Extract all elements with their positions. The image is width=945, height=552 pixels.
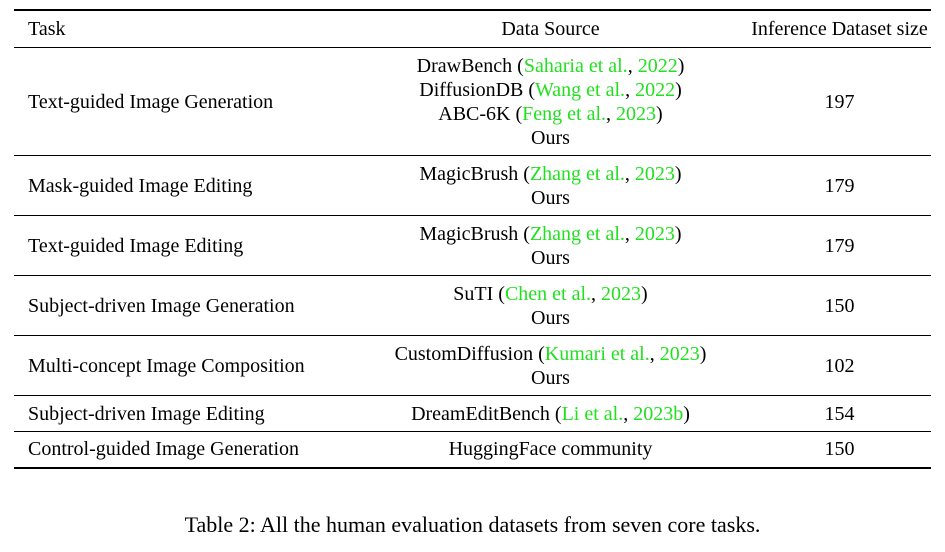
dataset-name: MagicBrush <box>419 162 519 185</box>
dataset-name: DreamEditBench <box>411 402 550 425</box>
table-row: Text-guided Image Generation DrawBench (S… <box>14 48 931 156</box>
data-source-line: Ours <box>353 306 748 330</box>
citation-year-link[interactable]: 2023b <box>633 402 684 425</box>
task-cell: Multi-concept Image Composition <box>28 354 305 377</box>
task-cell: Control-guided Image Generation <box>28 438 300 461</box>
table-row: Multi-concept Image Composition CustomDif… <box>14 336 931 396</box>
dataset-name: SuTI <box>453 282 494 305</box>
data-source-line: DreamEditBench (Li et al., 2023b) <box>411 402 690 425</box>
citation-year-link[interactable]: 2023 <box>616 102 657 125</box>
data-source-line: SuTI (Chen et al., 2023) <box>453 282 648 305</box>
dataset-name: ABC-6K <box>438 102 511 125</box>
citation-year-link[interactable]: 2023 <box>634 162 675 185</box>
citation-year-link[interactable]: 2022 <box>635 78 676 101</box>
data-source-line: HuggingFace community <box>353 437 748 461</box>
citation-authors-link[interactable]: Saharia et al. <box>523 54 628 77</box>
data-source-line: Ours <box>353 186 748 210</box>
table-row: Control-guided Image Generation HuggingFa… <box>14 432 931 468</box>
citation-authors-link[interactable]: Zhang et al. <box>529 162 625 185</box>
dataset-name: Ours <box>531 246 570 269</box>
evaluation-datasets-table-container: Task Data Source Inference Dataset size … <box>14 9 931 469</box>
table-row: Subject-driven Image Editing DreamEditBen… <box>14 396 931 432</box>
dataset-name: Ours <box>531 186 570 209</box>
data-source-line: DrawBench (Saharia et al., 2022) <box>416 54 685 77</box>
data-source-line: ABC-6K (Feng et al., 2023) <box>438 102 663 125</box>
data-source-cell: DrawBench (Saharia et al., 2022) Diffusio… <box>353 48 748 156</box>
task-cell: Mask-guided Image Editing <box>28 174 253 197</box>
table-body: Text-guided Image Generation DrawBench (S… <box>14 48 931 468</box>
citation-year-link[interactable]: 2023 <box>634 222 675 245</box>
dataset-name: DiffusionDB <box>419 78 524 101</box>
dataset-size-cell: 179 <box>824 174 855 197</box>
data-source-line: Ours <box>353 126 748 150</box>
header-dataset-size: Inference Dataset size <box>751 18 928 40</box>
citation-year-link[interactable]: 2023 <box>601 282 642 305</box>
citation-authors-link[interactable]: Chen et al. <box>504 282 592 305</box>
evaluation-datasets-table: Task Data Source Inference Dataset size … <box>14 9 931 469</box>
task-cell: Text-guided Image Editing <box>28 234 244 257</box>
citation-authors-link[interactable]: Feng et al. <box>522 102 607 125</box>
citation-year-link[interactable]: 2023 <box>659 342 700 365</box>
data-source-line: MagicBrush (Zhang et al., 2023) <box>419 162 682 185</box>
data-source-line: CustomDiffusion (Kumari et al., 2023) <box>394 342 707 365</box>
data-source-line: Ours <box>353 246 748 270</box>
data-source-cell: MagicBrush (Zhang et al., 2023) Ours <box>353 156 748 216</box>
dataset-size-cell: 179 <box>824 234 855 257</box>
data-source-line: Ours <box>353 366 748 390</box>
task-cell: Subject-driven Image Editing <box>28 402 265 425</box>
data-source-cell: MagicBrush (Zhang et al., 2023) Ours <box>353 216 748 276</box>
data-source-cell: HuggingFace community <box>353 432 748 468</box>
dataset-name: DrawBench <box>416 54 513 77</box>
dataset-size-cell: 102 <box>824 354 855 377</box>
table-row: Mask-guided Image Editing MagicBrush (Zha… <box>14 156 931 216</box>
citation-authors-link[interactable]: Kumari et al. <box>544 342 650 365</box>
dataset-size-cell: 150 <box>824 438 855 461</box>
data-source-cell: SuTI (Chen et al., 2023) Ours <box>353 276 748 336</box>
dataset-name: HuggingFace community <box>448 438 653 461</box>
dataset-name: Ours <box>531 126 570 149</box>
data-source-cell: DreamEditBench (Li et al., 2023b) <box>353 396 748 432</box>
dataset-name: CustomDiffusion <box>394 342 534 365</box>
citation-year-link[interactable]: 2022 <box>637 54 678 77</box>
data-source-cell: CustomDiffusion (Kumari et al., 2023) Our… <box>353 336 748 396</box>
dataset-size-cell: 154 <box>824 402 855 425</box>
dataset-name: MagicBrush <box>419 222 519 245</box>
table-row: Text-guided Image Editing MagicBrush (Zha… <box>14 216 931 276</box>
task-cell: Subject-driven Image Generation <box>28 294 295 317</box>
citation-authors-link[interactable]: Wang et al. <box>535 78 626 101</box>
data-source-line: DiffusionDB (Wang et al., 2022) <box>419 78 682 101</box>
citation-authors-link[interactable]: Zhang et al. <box>529 222 625 245</box>
table-row: Subject-driven Image Generation SuTI (Che… <box>14 276 931 336</box>
table-caption: Table 2: All the human evaluation datase… <box>184 512 761 537</box>
dataset-size-cell: 197 <box>824 90 855 113</box>
dataset-name: Ours <box>531 306 570 329</box>
data-source-line: MagicBrush (Zhang et al., 2023) <box>419 222 682 245</box>
table-header-row: Task Data Source Inference Dataset size <box>14 10 931 48</box>
task-cell: Text-guided Image Generation <box>28 90 274 113</box>
citation-authors-link[interactable]: Li et al. <box>561 402 624 425</box>
header-data-source: Data Source <box>501 18 600 40</box>
header-task: Task <box>28 18 66 40</box>
dataset-name: Ours <box>531 366 570 389</box>
dataset-size-cell: 150 <box>824 294 855 317</box>
